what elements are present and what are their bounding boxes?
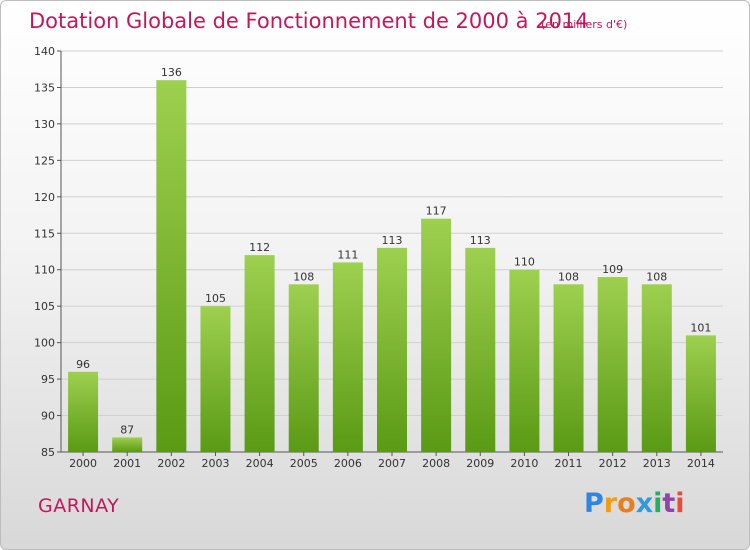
bar-2012 bbox=[597, 277, 628, 452]
data-label: 87 bbox=[120, 423, 134, 436]
y-tick-label: 120 bbox=[34, 191, 55, 204]
y-tick-label: 85 bbox=[41, 446, 55, 459]
data-label: 105 bbox=[205, 292, 226, 305]
bar-2014 bbox=[685, 335, 716, 452]
bar-2005 bbox=[288, 284, 319, 452]
x-tick-label: 2011 bbox=[555, 457, 583, 470]
data-labels: 96 87 136 105 112 108 111 113 117 113 110 108 109 108… bbox=[76, 66, 711, 436]
chart-unit: (en milliers d'€) bbox=[541, 18, 628, 31]
bar-2011 bbox=[553, 284, 584, 452]
x-tick-label: 2001 bbox=[113, 457, 141, 470]
data-label: 113 bbox=[470, 234, 491, 247]
data-label: 108 bbox=[293, 270, 314, 283]
x-tick-label: 2009 bbox=[466, 457, 494, 470]
data-label: 113 bbox=[382, 234, 403, 247]
bars bbox=[68, 80, 716, 452]
x-tick-label: 2000 bbox=[69, 457, 97, 470]
logo-letter: i bbox=[675, 488, 685, 519]
x-tick-label: 2004 bbox=[246, 457, 274, 470]
data-label: 117 bbox=[426, 205, 447, 218]
data-label: 110 bbox=[514, 256, 535, 269]
bar-2003 bbox=[200, 306, 231, 452]
bar-2009 bbox=[465, 247, 496, 452]
y-tick-label: 125 bbox=[34, 154, 55, 167]
x-tick-label: 2010 bbox=[510, 457, 538, 470]
x-tick-label: 2003 bbox=[201, 457, 229, 470]
data-label: 111 bbox=[337, 248, 358, 261]
x-tick-label: 2006 bbox=[334, 457, 362, 470]
x-tick-label: 2007 bbox=[378, 457, 406, 470]
logo-letter: o bbox=[617, 488, 636, 519]
x-tick-label: 2014 bbox=[687, 457, 715, 470]
proxiti-logo[interactable]: Proxiti bbox=[584, 488, 685, 519]
data-label: 108 bbox=[558, 270, 579, 283]
x-tick-label: 2005 bbox=[290, 457, 318, 470]
data-label: 109 bbox=[602, 263, 623, 276]
logo-letter: x bbox=[635, 488, 654, 519]
data-label: 96 bbox=[76, 358, 90, 371]
logo-letter: t bbox=[662, 488, 676, 519]
x-tick-label: 2012 bbox=[599, 457, 627, 470]
bar-2013 bbox=[641, 284, 672, 452]
data-label: 112 bbox=[249, 241, 270, 254]
y-tick-label: 110 bbox=[34, 264, 55, 277]
data-label: 108 bbox=[646, 270, 667, 283]
x-tick-label: 2013 bbox=[643, 457, 671, 470]
y-tick-label: 115 bbox=[34, 227, 55, 240]
bar-2002 bbox=[156, 80, 187, 452]
y-tick-label: 100 bbox=[34, 337, 55, 350]
commune-name: GARNAY bbox=[38, 495, 120, 517]
bar-2010 bbox=[509, 269, 540, 452]
bar-2001 bbox=[112, 437, 143, 452]
bar-2007 bbox=[377, 247, 407, 452]
bar-2006 bbox=[332, 262, 363, 452]
logo-letter: i bbox=[653, 488, 663, 519]
data-label: 101 bbox=[690, 321, 711, 334]
y-tick-label: 140 bbox=[34, 45, 55, 58]
x-tick-label: 2002 bbox=[157, 457, 185, 470]
y-tick-label: 90 bbox=[41, 410, 55, 423]
y-tick-label: 105 bbox=[34, 300, 55, 313]
bar-2004 bbox=[244, 255, 275, 452]
bar-2000 bbox=[68, 371, 99, 452]
logo-letter: r bbox=[603, 488, 618, 519]
logo-letter: P bbox=[584, 488, 604, 519]
y-tick-label: 95 bbox=[41, 373, 55, 386]
y-tick-label: 130 bbox=[34, 118, 55, 131]
data-label: 136 bbox=[161, 66, 182, 79]
chart-title: Dotation Globale de Fonctionnement de 20… bbox=[29, 9, 589, 33]
bar-2008 bbox=[421, 218, 452, 452]
x-tick-label: 2008 bbox=[422, 457, 450, 470]
y-tick-label: 135 bbox=[34, 81, 55, 94]
